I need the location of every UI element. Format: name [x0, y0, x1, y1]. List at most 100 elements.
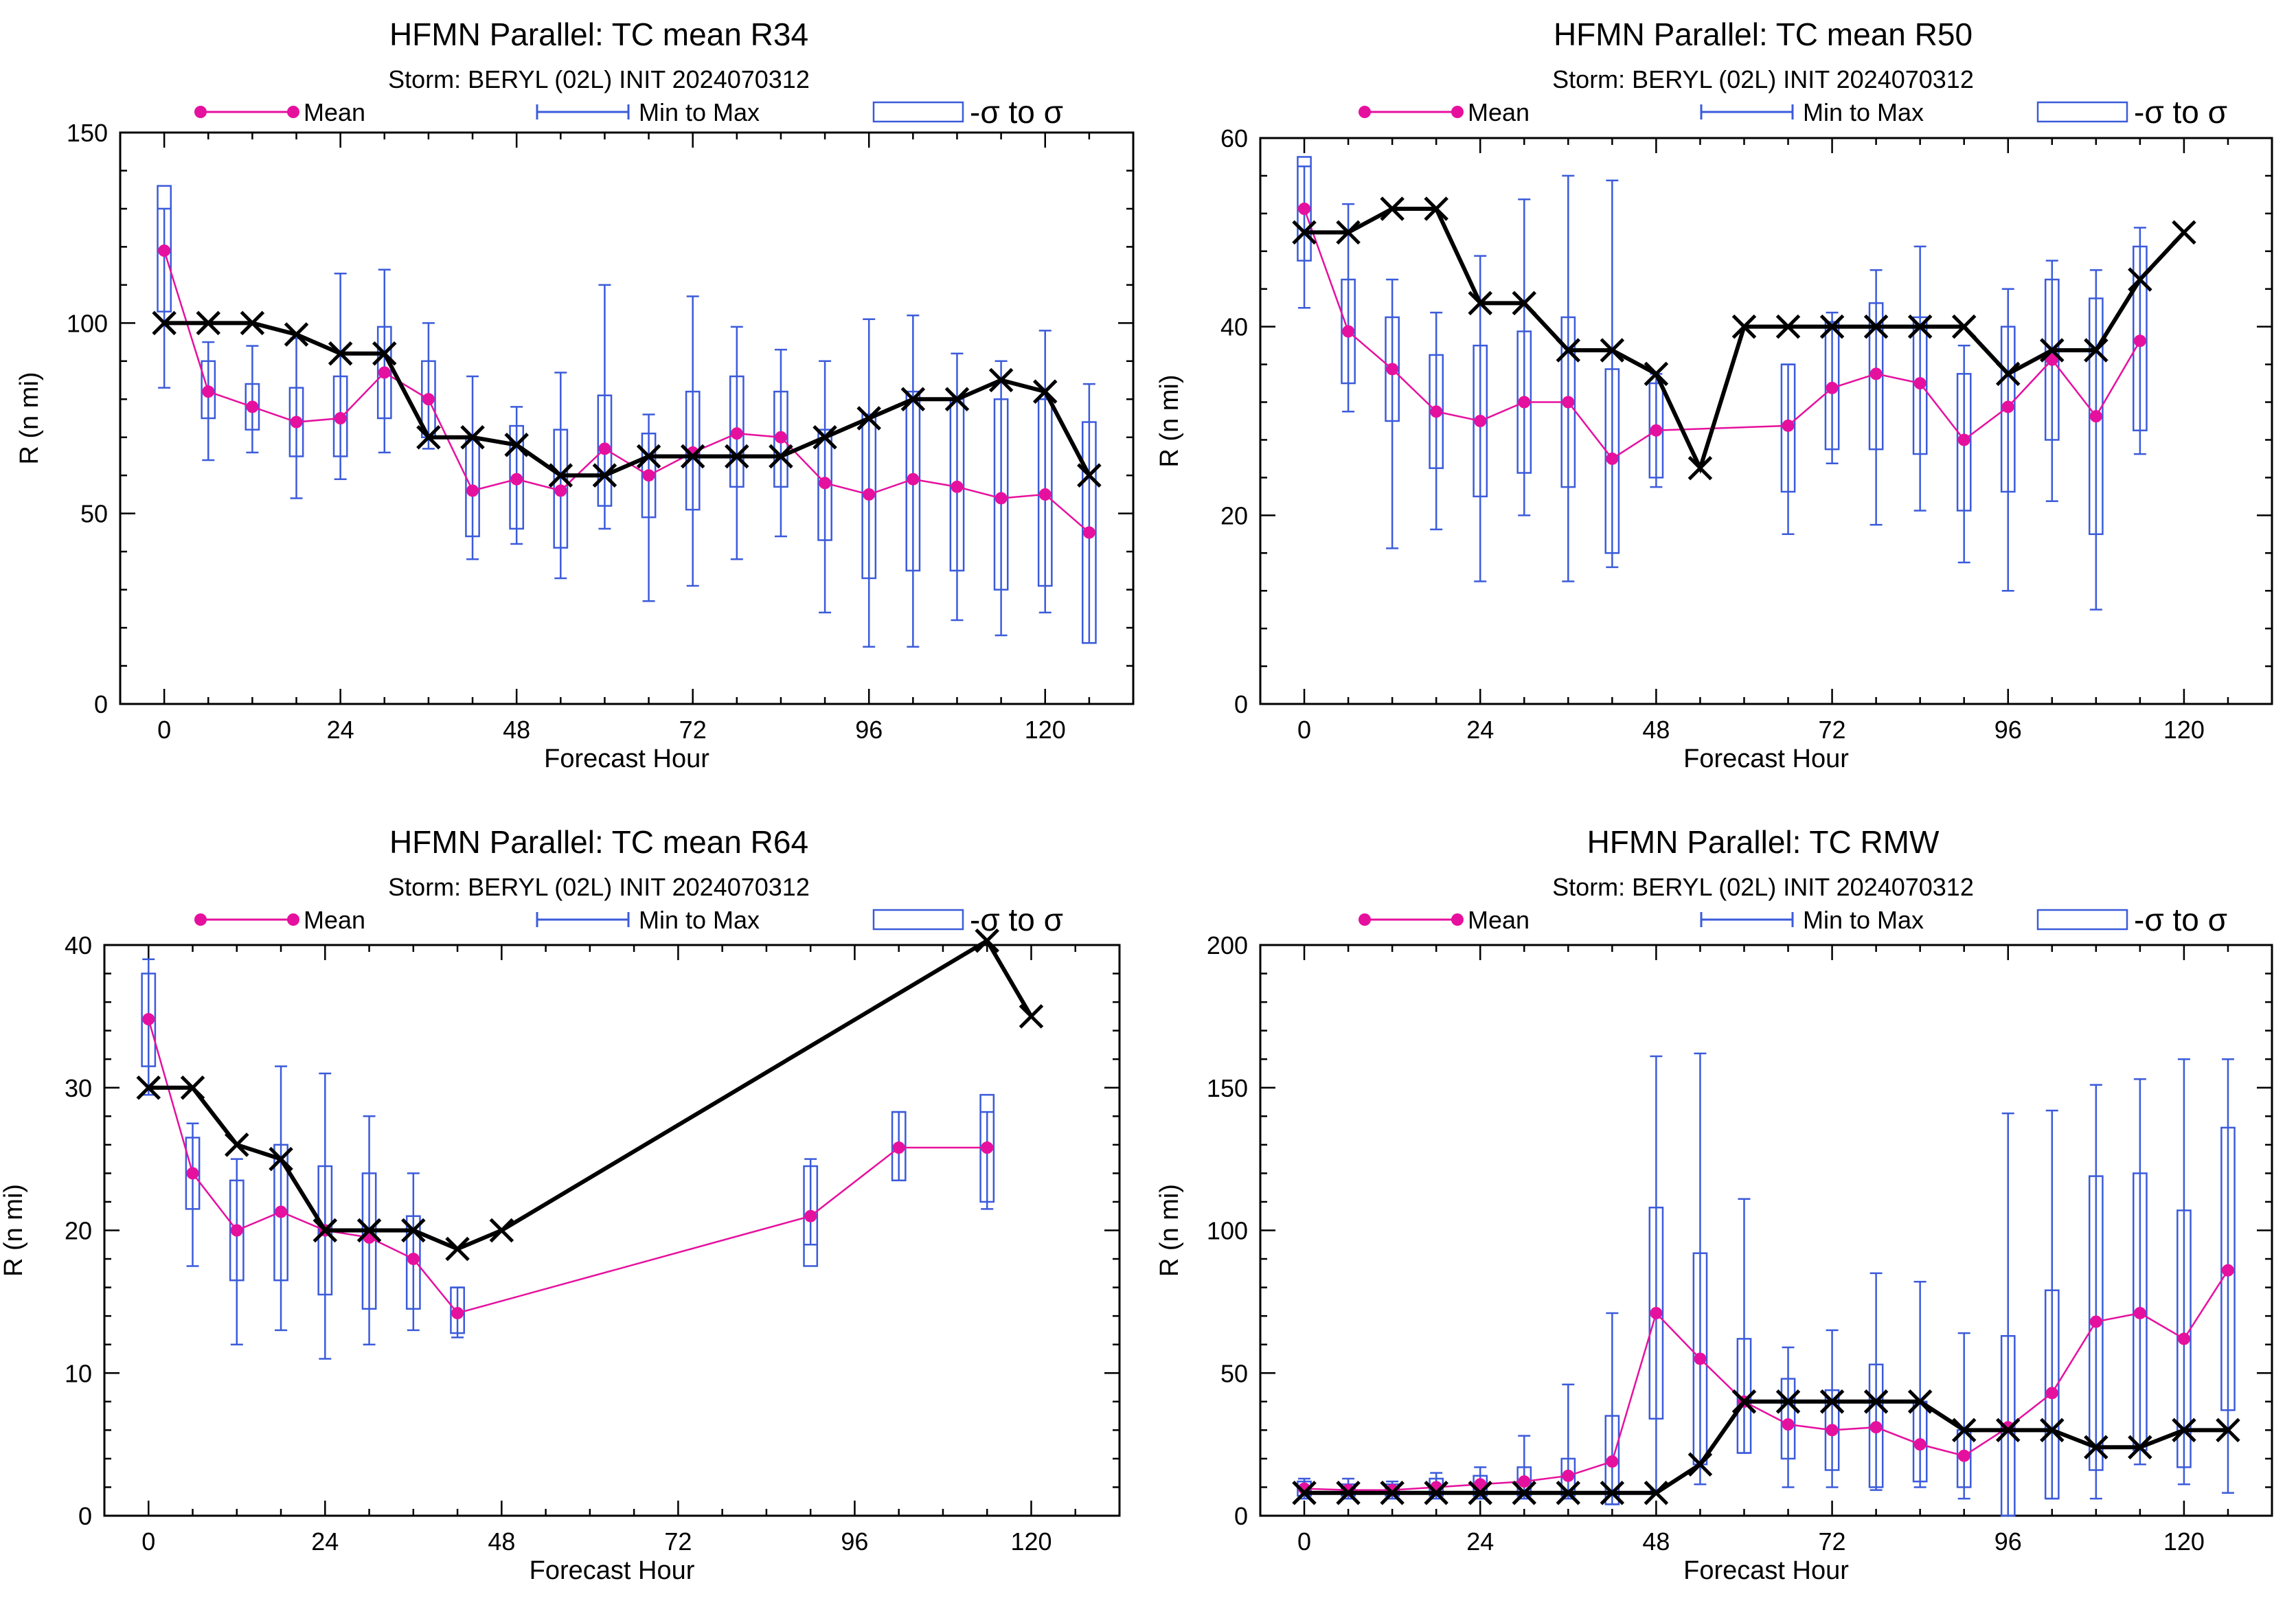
observed-x	[1019, 1004, 1044, 1029]
y-tick-label: 20	[65, 1217, 92, 1245]
observed-point	[136, 1075, 161, 1100]
mean-point	[1826, 381, 1839, 394]
observed-point	[592, 463, 617, 488]
sigma-box	[273, 1143, 288, 1282]
legend: Mean Min to Max -σ to σ	[194, 902, 1063, 937]
mean-point	[230, 1224, 243, 1237]
mean-point	[2045, 353, 2058, 366]
observed-point	[1775, 314, 1801, 339]
x-axis-label: Forecast Hour	[1683, 1556, 1849, 1585]
observed-x	[900, 387, 926, 412]
observed-x	[1995, 361, 2021, 387]
sigma-box	[201, 360, 216, 420]
box-whisker	[1297, 156, 1312, 309]
box-whisker	[1604, 1312, 1620, 1505]
sigma-box	[1956, 373, 1972, 512]
box-whisker	[2044, 1109, 2060, 1500]
box-whisker	[1868, 1272, 1884, 1491]
y-tick-label: 100	[67, 309, 108, 337]
box-whisker	[1037, 330, 1053, 614]
sigma-box	[141, 972, 157, 1067]
mean-point	[2221, 1264, 2234, 1277]
y-tick-label: 0	[1234, 1502, 1248, 1530]
observed-point	[1863, 1389, 1889, 1414]
x-tick-label: 0	[141, 1527, 155, 1556]
observed-x	[944, 387, 970, 412]
x-tick-label: 24	[327, 716, 354, 744]
box-whisker	[1824, 1329, 1840, 1488]
legend-sigma-label: -σ to σ	[2134, 902, 2227, 937]
sigma-box	[405, 1215, 421, 1310]
x-tick-label: 0	[157, 716, 171, 744]
observed-point	[2084, 1435, 2109, 1460]
observed-x	[1292, 1480, 1317, 1505]
sigma-box	[1297, 156, 1312, 262]
observed-x	[2172, 1418, 2196, 1443]
mean-point	[2045, 1387, 2058, 1400]
mean-point	[1386, 363, 1399, 376]
observed-x	[328, 341, 353, 366]
sigma-box	[803, 1165, 819, 1267]
chart-title: HFMN Parallel: TC mean R50	[1554, 16, 1973, 52]
observed-x	[812, 424, 837, 450]
sigma-box	[1868, 1363, 1884, 1488]
sigma-box	[2044, 278, 2060, 441]
observed-point	[152, 310, 177, 336]
x-tick-label: 72	[679, 716, 707, 744]
mean-point	[290, 416, 303, 429]
observed-x	[2216, 1418, 2240, 1443]
sigma-box	[1473, 344, 1488, 498]
mean-point	[1606, 1455, 1619, 1468]
observed-x	[1644, 361, 1669, 387]
observed-point	[1380, 1480, 1405, 1505]
x-tick-label: 24	[1466, 1527, 1494, 1556]
box-whisker	[1604, 179, 1620, 569]
observed-x	[445, 1236, 470, 1262]
observed-x	[196, 310, 221, 336]
observed-x	[1863, 314, 1889, 339]
box-whisker	[376, 269, 392, 454]
observed-point	[284, 322, 309, 347]
observed-point	[1687, 1452, 1713, 1477]
y-tick-label: 200	[1207, 931, 1248, 959]
box-whisker	[273, 1065, 288, 1332]
observed-x	[636, 444, 661, 469]
observed-point	[269, 1146, 293, 1172]
mean-point	[1826, 1424, 1839, 1437]
observed-x	[284, 322, 309, 347]
box-whisker	[861, 318, 877, 648]
observed-x	[1775, 1389, 1801, 1414]
observed-point	[2172, 1418, 2196, 1443]
observed-point	[1032, 379, 1058, 404]
observed-x	[1424, 196, 1448, 221]
observed-point	[1644, 361, 1669, 387]
observed-point	[1819, 1389, 1845, 1414]
box-whisker	[229, 1158, 245, 1345]
plot-frame	[103, 944, 1121, 1517]
sigma-box	[185, 1137, 201, 1210]
y-tick-label: 0	[78, 1502, 92, 1530]
mean-point	[1518, 396, 1531, 409]
mean-point	[1430, 405, 1443, 418]
legend-mean-label: Mean	[1468, 98, 1530, 126]
mean-point	[1038, 488, 1052, 501]
mean-point	[1869, 1421, 1883, 1434]
legend-mean-marker	[194, 106, 207, 118]
observed-point	[445, 1236, 470, 1262]
y-axis-label: R (n mi)	[0, 1184, 28, 1277]
observed-point	[1468, 291, 1492, 316]
mean-line	[163, 250, 1090, 534]
observed-point	[1687, 455, 1713, 481]
observed-point	[725, 444, 749, 469]
mean-point	[863, 488, 876, 501]
box-whisker	[2000, 1112, 2016, 1517]
legend-mean-marker	[1359, 106, 1371, 118]
observed-point	[1336, 1480, 1361, 1505]
sigma-box	[773, 390, 788, 488]
observed-x	[136, 1075, 161, 1100]
y-axis-label: R (n mi)	[1155, 1184, 1184, 1277]
observed-point	[460, 424, 485, 450]
mean-point	[1562, 396, 1575, 409]
observed-x	[1644, 1480, 1669, 1505]
observed-x	[180, 1075, 205, 1100]
